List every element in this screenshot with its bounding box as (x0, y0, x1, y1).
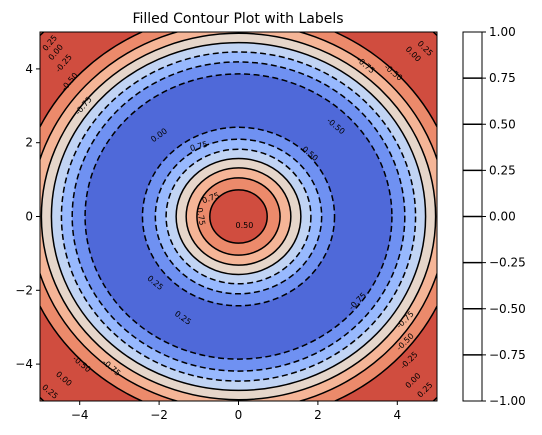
y-axis: −4 −2 0 2 4 (15, 62, 40, 371)
contour-line (185, 167, 292, 266)
contour-line (60, 51, 417, 382)
chart-title: Filled Contour Plot with Labels (132, 11, 343, 27)
contour-line (196, 177, 281, 256)
contour-line (175, 157, 302, 276)
x-axis: −4 −2 0 2 4 (71, 401, 401, 422)
colorbar-tick-label: −0.75 (489, 348, 526, 362)
colorbar-tick-label: −0.25 (489, 256, 526, 270)
y-tick-label: 4 (25, 62, 33, 76)
x-tick-label: 0 (235, 408, 243, 422)
contour-lines (40, 32, 437, 401)
contour-line (154, 138, 323, 295)
contour-line (71, 61, 406, 372)
x-tick-label: −4 (71, 408, 89, 422)
colorbar: 1.00 0.75 0.50 0.25 0.00 −0.25 −0.50 −0.75 −1.00 (462, 25, 526, 408)
x-tick-label: 4 (393, 408, 401, 422)
contour-line (50, 41, 427, 392)
colorbar-tick-label: 0.00 (489, 210, 516, 224)
contour-line (40, 32, 437, 401)
colorbar-frame (462, 31, 483, 402)
colorbar-tick-label: 0.75 (489, 71, 516, 85)
colorbar-tick-label: 0.25 (489, 163, 516, 177)
contour-label: 0.75 (195, 207, 207, 226)
colorbar-tick-label: −1.00 (489, 394, 526, 408)
x-tick-label: −2 (150, 408, 168, 422)
contour-line (141, 126, 336, 307)
contour-label: 0.50 (236, 221, 254, 230)
colorbar-tick-label: 0.50 (489, 117, 516, 131)
colorbar-tick-label: −0.50 (489, 302, 526, 316)
contour-label: 0.75 (189, 140, 209, 153)
y-tick-label: −2 (15, 283, 33, 297)
contour-band (209, 189, 268, 244)
y-tick-label: −4 (15, 357, 33, 371)
y-tick-label: 2 (25, 136, 33, 150)
contour-line (165, 148, 312, 285)
colorbar-tick-label: 1.00 (489, 25, 516, 39)
contour-line (209, 189, 268, 244)
contour-line (84, 73, 393, 360)
x-tick-label: 2 (314, 408, 322, 422)
y-tick-label: 0 (25, 210, 33, 224)
plot-area: 0.750.75 0.500.000.75 0.50-0.500.250.25-0.… (39, 31, 438, 402)
